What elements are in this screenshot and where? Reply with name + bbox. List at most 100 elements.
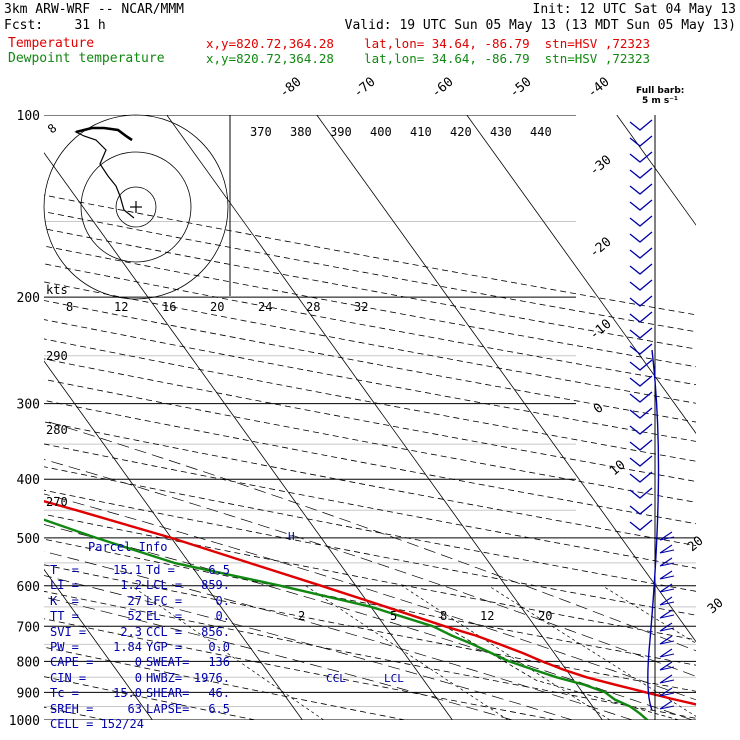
isotherm-line (166, 115, 603, 720)
wind-barb (629, 295, 653, 307)
parcel-key: SWEAT= (146, 655, 190, 670)
theta-label: 380 (290, 125, 312, 139)
annotation-ccl: CCL (326, 672, 346, 685)
parcel-key: PW = (50, 640, 79, 654)
wind-barb (629, 247, 653, 259)
parcel-key: Td = (146, 563, 175, 577)
pressure-label: 600 (17, 580, 40, 595)
pressure-label: 100 (17, 109, 40, 124)
parcel-value: 0 (134, 670, 142, 685)
wind-barb (629, 119, 653, 131)
wind-barb (629, 279, 653, 291)
wind-barb (629, 215, 653, 227)
isotherm-label: 10 (607, 458, 629, 480)
parcel-value: 1.2 (120, 578, 142, 593)
theta-left-label: 290 (46, 349, 68, 363)
parcel-key: HWBZ= (146, 670, 183, 685)
wind-barb-low (659, 557, 675, 567)
wind-barb (629, 455, 653, 467)
valid-time: Valid: 19 UTC Sun 05 May 13 (13 MDT Sun … (344, 18, 736, 33)
hodograph-speed-label: 20 (210, 300, 224, 314)
mixing-ratio-label: 20 (538, 609, 552, 623)
wind-barb (629, 391, 653, 403)
dry-adiabat (44, 590, 696, 719)
theta-label: 420 (450, 125, 472, 139)
isotherm-label: -10 (587, 316, 615, 343)
parcel-key: T = (50, 563, 79, 577)
parcel-value: 0. (215, 593, 230, 608)
parcel-value: 6.5 (208, 701, 230, 716)
barb-note-units: 5 m s⁻¹ (642, 96, 678, 106)
parcel-value: 15.1 (113, 563, 142, 577)
hodograph-speed-label: 24 (258, 300, 272, 314)
annotation-lcl: LCL (384, 672, 404, 685)
wind-barb-low (659, 687, 675, 697)
wind-barb (629, 311, 653, 323)
wind-barb (629, 263, 653, 275)
theta-label: 400 (370, 125, 392, 139)
dry-adiabat (44, 489, 696, 616)
wind-barb (629, 135, 653, 147)
isotherm-label: -20 (587, 234, 615, 261)
mixing-ratio-label: 5 (390, 609, 397, 623)
parcel-value: 46. (208, 686, 230, 701)
parcel-value: 856. (201, 624, 230, 639)
wind-barb-low (659, 583, 675, 593)
wind-barb-low (659, 570, 675, 580)
isotherm-label: 0 (591, 401, 607, 418)
isotherm-label: -30 (587, 152, 615, 179)
parcel-key: TT = (50, 609, 79, 624)
isotherm-label: -60 (429, 74, 457, 101)
parcel-value: 2.3 (120, 624, 142, 639)
dewpoint-legend: Dewpoint temperature (8, 51, 165, 66)
parcel-info-title: Parcel Info (88, 540, 168, 554)
moist-adiabat (44, 493, 696, 701)
isotherm-label: 30 (705, 596, 727, 618)
forecast-hour: Fcst: 31 h (4, 18, 106, 33)
parcel-value: 0 (134, 655, 142, 670)
isotherm-label: -40 (585, 74, 613, 101)
isotherm-line (466, 115, 696, 435)
isotherm-label: 20 (685, 534, 707, 556)
hodograph-ring-label: 8 (45, 121, 60, 136)
temperature-location: x,y=820.72,364.28 lat,lon= 34.64, -86.79… (206, 36, 651, 51)
pressure-label: 300 (17, 398, 40, 413)
parcel-key: CCL = (146, 624, 183, 639)
isotherm-label: -70 (351, 74, 379, 101)
dewpoint-curve (44, 518, 649, 720)
parcel-key: SREH = (50, 701, 94, 716)
wind-barb (629, 343, 653, 355)
parcel-key: SHEAR= (146, 686, 190, 701)
theta-label: 390 (330, 125, 352, 139)
parcel-key: CAPE = (50, 655, 94, 670)
parcel-value: 859. (201, 578, 230, 593)
parcel-value: 0. (215, 609, 230, 624)
temperature-legend: Temperature (8, 36, 95, 51)
parcel-cell: CELL = 152/24 (50, 717, 144, 731)
wind-barb-low (659, 609, 675, 619)
parcel-key: Tc = (50, 686, 79, 701)
hodograph-trace-upper (75, 126, 133, 142)
pressure-label: 500 (17, 532, 40, 547)
parcel-value: 27 (127, 593, 142, 608)
pressure-label: 400 (17, 473, 40, 488)
wind-barb (629, 471, 653, 483)
wind-barb (629, 359, 653, 371)
wind-barb (629, 487, 653, 499)
hodograph-trace (74, 127, 135, 219)
wind-barb-low (659, 596, 675, 606)
theta-left-label: 280 (46, 423, 68, 437)
mixing-ratio-label: 8 (440, 609, 447, 623)
isotherm-line (44, 360, 303, 720)
mixing-ratio-line (131, 585, 324, 720)
theta-left-label: 270 (46, 495, 68, 509)
parcel-value: 1976. (193, 670, 230, 685)
pressure-label: 200 (17, 291, 40, 306)
mixing-ratio-line (488, 585, 696, 717)
dewpoint-location: x,y=820.72,364.28 lat,lon= 34.64, -86.79… (206, 51, 651, 66)
dry-adiabat (44, 319, 696, 442)
wind-barb (629, 519, 653, 531)
isotherm-line (616, 115, 696, 226)
isotherm-line (316, 115, 696, 643)
